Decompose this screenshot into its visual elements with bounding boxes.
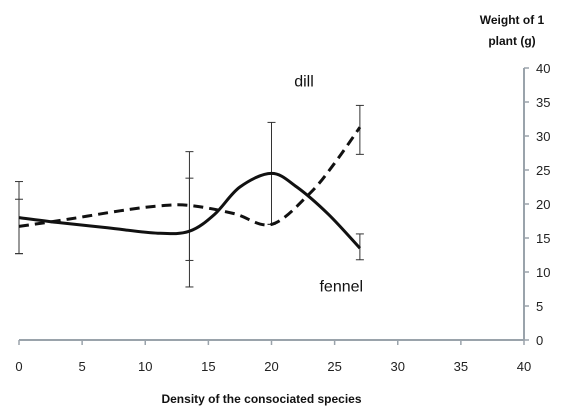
y-tick-label: 25 xyxy=(536,163,550,178)
y-axis-title-line-2: plant (g) xyxy=(488,34,535,48)
series-line-fennel xyxy=(18,171,361,250)
series-lines xyxy=(18,126,362,250)
x-tick-label: 40 xyxy=(517,359,531,374)
x-tick-label: 35 xyxy=(454,359,468,374)
chart-labels: Weight of 1 plant (g) Density of the con… xyxy=(161,13,544,406)
x-tick-label: 15 xyxy=(201,359,215,374)
y-tick-label: 30 xyxy=(536,129,550,144)
x-axis-title: Density of the consociated species xyxy=(161,392,361,406)
y-tick-label: 10 xyxy=(536,265,550,280)
y-tick-label: 5 xyxy=(536,299,543,314)
x-tick-label: 10 xyxy=(138,359,152,374)
y-tick-label: 0 xyxy=(536,333,543,348)
y-tick-label: 40 xyxy=(536,61,550,76)
y-axis-title-line-1: Weight of 1 xyxy=(480,13,545,27)
axes: 0 5 10 15 20 25 30 35 40 0 5 10 15 20 25 30 35 40 xyxy=(15,61,550,374)
x-tick-label: 30 xyxy=(391,359,405,374)
x-tick-label: 5 xyxy=(79,359,86,374)
x-tick-label: 0 xyxy=(15,359,22,374)
annotation-fennel: fennel xyxy=(319,279,363,296)
error-bars xyxy=(15,104,364,288)
y-tick-label: 20 xyxy=(536,197,550,212)
series-line-dill xyxy=(18,126,362,228)
annotation-dill: dill xyxy=(294,73,314,90)
x-tick-label: 25 xyxy=(327,359,341,374)
y-tick-label: 15 xyxy=(536,231,550,246)
x-tick-label: 20 xyxy=(264,359,278,374)
y-tick-label: 35 xyxy=(536,95,550,110)
